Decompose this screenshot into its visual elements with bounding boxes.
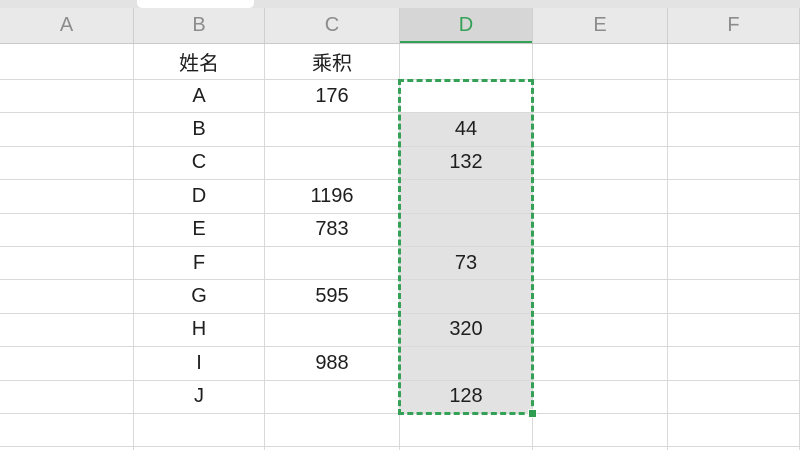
cell[interactable]: [400, 180, 533, 214]
fill-handle-icon[interactable]: [528, 409, 537, 418]
cell[interactable]: [668, 213, 800, 247]
cell[interactable]: [0, 146, 134, 181]
cell[interactable]: [400, 347, 533, 381]
cell[interactable]: [668, 347, 800, 381]
cell[interactable]: [533, 44, 668, 80]
cell[interactable]: [265, 447, 400, 450]
column-header-f[interactable]: F: [668, 8, 800, 43]
cell[interactable]: [0, 347, 134, 381]
cell[interactable]: 128: [400, 380, 533, 414]
cell[interactable]: [533, 413, 668, 448]
cell[interactable]: 132: [400, 146, 533, 181]
cell[interactable]: [668, 80, 800, 114]
cell[interactable]: [668, 246, 800, 281]
cell[interactable]: [0, 280, 134, 314]
cell[interactable]: [533, 280, 668, 314]
column-header-d-selected[interactable]: D: [400, 8, 533, 43]
cell[interactable]: [0, 80, 134, 114]
cell[interactable]: [265, 413, 400, 448]
cell[interactable]: [0, 180, 134, 214]
cell[interactable]: 姓名: [134, 44, 265, 80]
table-row: C 132: [0, 146, 800, 181]
column-header-e[interactable]: E: [533, 8, 668, 43]
cell[interactable]: [400, 44, 533, 80]
cell[interactable]: [400, 280, 533, 314]
cell[interactable]: [400, 213, 533, 247]
table-row: D 1196: [0, 180, 800, 214]
cell[interactable]: [533, 447, 668, 450]
cell[interactable]: [265, 380, 400, 414]
cell[interactable]: G: [134, 280, 265, 314]
cell[interactable]: 44: [400, 113, 533, 147]
cell[interactable]: [668, 113, 800, 147]
cell[interactable]: H: [134, 313, 265, 348]
cell[interactable]: C: [134, 146, 265, 181]
cell[interactable]: [0, 447, 134, 450]
cell[interactable]: [265, 246, 400, 281]
cell[interactable]: [134, 447, 265, 450]
cell[interactable]: I: [134, 347, 265, 381]
cell[interactable]: [533, 80, 668, 114]
cell[interactable]: A: [134, 80, 265, 114]
cell[interactable]: 988: [265, 347, 400, 381]
table-row: I 988: [0, 347, 800, 381]
cell[interactable]: [265, 313, 400, 348]
cell[interactable]: [533, 180, 668, 214]
cell[interactable]: 乘积: [265, 44, 400, 80]
table-row: 姓名 乘积: [0, 44, 800, 80]
cell[interactable]: [0, 44, 134, 80]
cell[interactable]: [533, 113, 668, 147]
cell[interactable]: 595: [265, 280, 400, 314]
cell[interactable]: [0, 113, 134, 147]
table-row: G 595: [0, 280, 800, 314]
cell[interactable]: [265, 146, 400, 181]
cell[interactable]: [0, 246, 134, 281]
cell[interactable]: [0, 313, 134, 348]
column-header-c[interactable]: C: [265, 8, 400, 43]
cell[interactable]: [134, 413, 265, 448]
cell[interactable]: 73: [400, 246, 533, 281]
cell[interactable]: F: [134, 246, 265, 281]
table-row: F 73: [0, 246, 800, 281]
cell[interactable]: [0, 213, 134, 247]
cell[interactable]: [533, 146, 668, 181]
cell[interactable]: [265, 113, 400, 147]
floating-panel-edge: [137, 0, 254, 8]
cell[interactable]: [533, 313, 668, 348]
cell[interactable]: [668, 313, 800, 348]
cell[interactable]: [400, 413, 533, 448]
grid-body: 姓名 乘积 A 176 B 44 C 132: [0, 44, 800, 450]
table-row: [0, 413, 800, 448]
top-strip: [0, 0, 800, 8]
column-header-a[interactable]: A: [0, 8, 134, 43]
cell[interactable]: [668, 280, 800, 314]
selection-marquee[interactable]: [398, 79, 537, 418]
cell[interactable]: 176: [265, 80, 400, 114]
cell[interactable]: 1196: [265, 180, 400, 214]
cell[interactable]: [0, 413, 134, 448]
column-header-b[interactable]: B: [134, 8, 265, 43]
cell[interactable]: 783: [265, 213, 400, 247]
cell[interactable]: [0, 380, 134, 414]
cell[interactable]: E: [134, 213, 265, 247]
table-row: J 128: [0, 380, 800, 414]
cell[interactable]: J: [134, 380, 265, 414]
column-headers: A B C D E F: [0, 8, 800, 44]
cell[interactable]: [668, 413, 800, 448]
cell[interactable]: [668, 146, 800, 181]
cell[interactable]: [668, 44, 800, 80]
cell[interactable]: [400, 447, 533, 450]
cell[interactable]: B: [134, 113, 265, 147]
cell[interactable]: [533, 380, 668, 414]
cell[interactable]: D: [134, 180, 265, 214]
cell[interactable]: [533, 347, 668, 381]
table-row: E 783: [0, 213, 800, 247]
cell[interactable]: [533, 213, 668, 247]
cell[interactable]: [668, 380, 800, 414]
cell[interactable]: [533, 246, 668, 281]
cell[interactable]: [668, 180, 800, 214]
